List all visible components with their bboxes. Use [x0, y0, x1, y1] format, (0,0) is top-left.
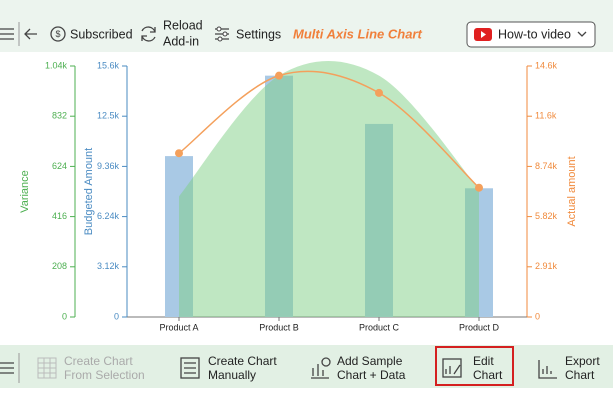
svg-text:$: $	[55, 29, 60, 39]
button-label: Chart	[473, 368, 503, 382]
button-label: Edit	[473, 354, 494, 368]
create-manually-button[interactable]: Create Chart Manually	[180, 354, 277, 382]
button-label: Create Chart	[208, 354, 277, 368]
back-button[interactable]	[24, 28, 37, 40]
area	[179, 61, 479, 317]
export-chart-button[interactable]: Export Chart	[538, 354, 600, 382]
x-tick-label: Product B	[259, 322, 299, 332]
x-tick-label: Product D	[459, 322, 500, 332]
bottom-toolbar	[0, 345, 613, 388]
video-label: How-to video	[498, 27, 571, 41]
settings-button[interactable]: Settings	[215, 26, 281, 42]
add-sample-button[interactable]: Add Sample Chart + Data	[311, 354, 406, 382]
line-marker	[175, 149, 183, 158]
button-label: From Selection	[64, 368, 145, 382]
button-label: Add Sample	[337, 354, 403, 368]
subscribed-label: Subscribed	[70, 27, 133, 41]
y-tick-label: 0	[114, 311, 119, 321]
subscribed-button[interactable]: $ Subscribed	[50, 26, 133, 42]
line-marker	[475, 183, 483, 192]
y-tick-label: 2.91k	[535, 261, 558, 271]
y-tick-label: 8.74k	[535, 161, 558, 171]
y-tick-label: 3.12k	[97, 261, 120, 271]
y-tick-label: 9.36k	[97, 161, 120, 171]
create-from-selection-button[interactable]: Create Chart From Selection	[37, 354, 145, 382]
axis-title: Variance	[19, 170, 31, 213]
button-label: Chart	[565, 368, 595, 382]
button-label: Export	[565, 354, 600, 368]
edit-chart-button[interactable]: Edit Chart	[435, 346, 514, 386]
line	[178, 70, 480, 189]
settings-label: Settings	[236, 27, 281, 41]
y-tick-label: 208	[52, 261, 67, 271]
line-marker	[375, 88, 383, 97]
axis-title: Budgeted Amount	[83, 148, 95, 235]
chart: 0 208 416 624 832 1.04k Variance 0 3.12k 6.24k 9.3…	[19, 60, 578, 332]
y-tick-label: 624	[52, 161, 67, 171]
y-tick-label: 1.04k	[45, 60, 68, 70]
y-tick-label: 0	[535, 311, 540, 321]
button-label: Manually	[208, 368, 256, 382]
y-tick-label: 12.5k	[97, 111, 120, 121]
menu-button[interactable]	[0, 362, 14, 374]
y-tick-label: 6.24k	[97, 211, 120, 221]
menu-button[interactable]	[0, 28, 14, 40]
reload-button[interactable]: Reload Add-in	[141, 18, 203, 48]
button-label: Chart + Data	[337, 368, 406, 382]
reload-label: Add-in	[163, 34, 199, 48]
x-tick-label: Product C	[359, 322, 400, 332]
x-tick-label: Product A	[159, 322, 198, 332]
y-tick-label: 416	[52, 211, 67, 221]
y-tick-label: 5.82k	[535, 211, 558, 221]
axis-title: Actual amount	[566, 156, 578, 226]
y-tick-label: 832	[52, 111, 67, 121]
chart-title: Multi Axis Line Chart	[293, 26, 422, 41]
line-marker	[275, 71, 283, 80]
y-tick-label: 0	[62, 311, 67, 321]
button-label: Create Chart	[64, 354, 133, 368]
reload-label: Reload	[163, 18, 203, 32]
y-tick-label: 14.6k	[535, 60, 558, 70]
y-tick-label: 11.6k	[535, 111, 557, 121]
video-button[interactable]: How-to video	[466, 21, 596, 48]
y-tick-label: 15.6k	[97, 60, 120, 70]
